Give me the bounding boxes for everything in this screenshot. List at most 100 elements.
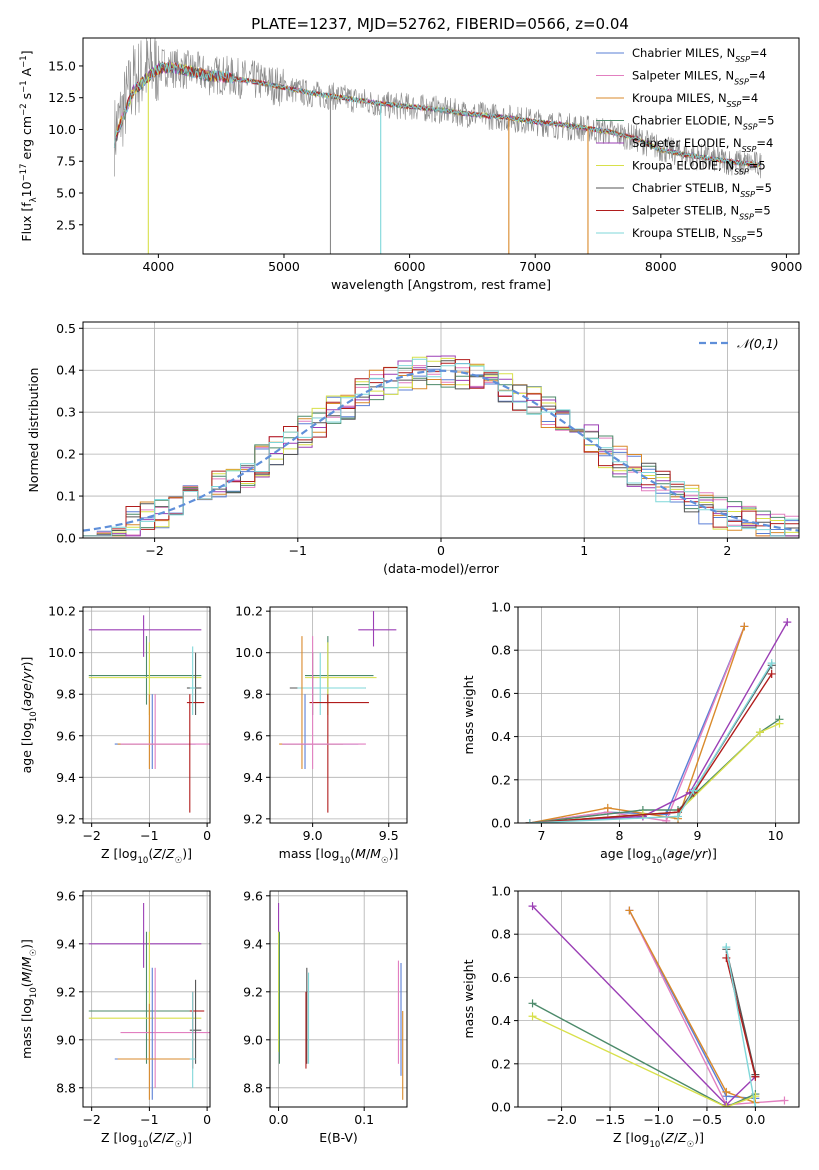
y-tick-label: 9.2 (243, 984, 263, 999)
weight-series (722, 943, 760, 1107)
age-vs-Z-xlabel: Z [log10(Z/Z☉)] (101, 846, 192, 866)
errorbar-point (117, 1003, 190, 1100)
weight-marker (662, 816, 671, 823)
errorbar-point (117, 694, 190, 769)
legend-label: Salpeter STELIB, NSSP=5 (632, 204, 771, 222)
residuals-xlabel: (data-model)/error (383, 561, 500, 576)
weight-line (725, 947, 757, 1107)
y-tick-label: 0.8 (491, 643, 511, 658)
legend-label: Kroupa ELODIE, NSSP=5 (632, 159, 766, 177)
x-tick-label: 1 (580, 543, 588, 558)
massweight-vs-Z-axes: −2.0 −1.5 −1.0 −0.5 0.0 0.0 0.2 0.4 0.6 0.8 1.0 Z [… (461, 884, 800, 1150)
y-tick-label: 8.8 (56, 1080, 76, 1095)
spectrum-model-line (113, 62, 762, 168)
weight-line (532, 1002, 756, 1107)
y-tick-label: 8.8 (243, 1080, 263, 1095)
y-tick-label: 0.0 (491, 816, 511, 831)
massweight-vs-age-axes: 7 8 9 10 0.0 0.2 0.4 0.6 0.8 1.0 age [log10(age/yr… (461, 600, 800, 866)
weight-series (528, 1012, 760, 1107)
spectrum-data-line (114, 38, 762, 179)
spectrum-axes: 4000 5000 6000 7000 8000 9000 2.5 5.0 7.5 10.0 12.… (19, 37, 803, 292)
residuals-frame: −2 −1 0 1 2 0.0 0.1 0.2 0.3 0.4 0.5 (data-model)/er… (26, 321, 800, 576)
legend-label: Chabrier MILES, NSSP=4 (632, 46, 767, 64)
legend-entry: Chabrier STELIB, NSSP=5 (596, 181, 772, 199)
y-tick-label: 0.4 (56, 363, 76, 378)
x-tick-label: 9.5 (379, 828, 399, 843)
x-tick-label: 7000 (519, 259, 551, 274)
y-tick-label: 10.2 (48, 604, 76, 619)
weight-marker (625, 906, 634, 915)
weight-marker (767, 659, 776, 668)
mass-vs-EBV-frame: 0.0 0.1 8.8 9.0 9.2 9.4 9.6 E(B-V) (243, 888, 408, 1145)
x-tick-label: 0.0 (745, 1112, 765, 1127)
massweight-vs-age-frame: 7 8 9 10 0.0 0.2 0.4 0.6 0.8 1.0 age [log10(age/yr… (461, 600, 800, 866)
age-vs-mass-frame: 9.0 9.5 9.2 9.4 9.6 9.8 10.0 10.2 mass [log10(M/… (235, 604, 408, 866)
y-tick-label: 0.0 (56, 531, 76, 546)
y-tick-label: 0.2 (56, 447, 76, 462)
y-tick-label: 1.0 (491, 884, 511, 899)
x-tick-label: 0 (437, 543, 445, 558)
age-vs-mass-axes: 9.0 9.5 9.2 9.4 9.6 9.8 10.0 10.2 mass [log10(M/… (235, 604, 408, 866)
y-tick-label: 9.4 (56, 770, 76, 785)
errorbar-point (88, 636, 202, 705)
y-tick-label: 15.0 (48, 58, 76, 73)
weight-series (525, 622, 749, 823)
errorbar-point (189, 646, 196, 715)
weight-line (529, 673, 773, 823)
y-tick-label: 9.8 (56, 687, 76, 702)
x-tick-label: 5000 (268, 259, 300, 274)
y-tick-label: 0.6 (491, 686, 511, 701)
errorbar-point (120, 967, 210, 1088)
weight-series (525, 659, 776, 823)
mass-vs-Z-marks (88, 903, 210, 1100)
figure-title: PLATE=1237, MJD=52762, FIBERID=0566, z=0… (251, 15, 629, 33)
weight-marker (603, 803, 612, 812)
y-tick-label: 9.6 (243, 888, 263, 903)
x-tick-label: 8000 (645, 259, 677, 274)
x-tick-label: 0.0 (269, 1112, 289, 1127)
y-tick-label: 0.2 (491, 1056, 511, 1071)
age-vs-Z-frame: −2 −1 0 9.2 9.4 9.6 9.8 10.0 10.2 Z [log10(Z/Z☉)]… (19, 604, 211, 866)
y-tick-label: 10.0 (235, 645, 263, 660)
weight-series (525, 618, 792, 823)
x-tick-label: 10 (768, 828, 784, 843)
x-tick-label: −2 (145, 543, 163, 558)
x-tick-label: 8 (615, 828, 623, 843)
weight-line (529, 621, 788, 823)
y-tick-label: 9.6 (56, 728, 76, 743)
weight-line (529, 626, 746, 823)
y-tick-label: 0.6 (491, 970, 511, 985)
y-tick-label: 10.2 (235, 604, 263, 619)
axes-frame (517, 606, 800, 824)
y-tick-label: 0.3 (56, 405, 76, 420)
x-tick-label: 9.0 (303, 828, 323, 843)
age-vs-Z-axes: −2 −1 0 9.2 9.4 9.6 9.8 10.0 10.2 Z [log10(Z/Z☉)]… (19, 604, 211, 866)
weight-marker (780, 1096, 789, 1105)
errorbar-point (88, 931, 202, 1064)
age-vs-Z-ylabel: age [log10(age/yr)] (19, 657, 39, 774)
x-tick-label: −1.0 (643, 1112, 673, 1127)
mass-vs-Z-frame: −2 −1 0 8.8 9.0 9.2 9.4 9.6 Z [log10(Z/Z☉)] mass … (19, 888, 211, 1150)
x-tick-label: −1 (140, 828, 158, 843)
legend-label: Chabrier STELIB, NSSP=5 (632, 181, 772, 199)
mass-vs-Z-ylabel: mass [log10(M/M☉)] (19, 939, 39, 1059)
y-tick-label: 0.1 (56, 489, 76, 504)
y-tick-label: 9.4 (243, 936, 263, 951)
weight-line (725, 957, 757, 1077)
massweight-vs-age-ylabel: mass weight (461, 675, 476, 754)
y-tick-label: 10.0 (48, 122, 76, 137)
y-tick-label: 9.6 (56, 888, 76, 903)
y-tick-label: 10.0 (48, 645, 76, 660)
massweight-vs-Z-xlabel: Z [log10(Z/Z☉)] (613, 1130, 704, 1150)
y-tick-label: 9.4 (56, 936, 76, 951)
residuals-marks (83, 355, 799, 537)
weight-line (529, 662, 773, 823)
x-tick-label: 9000 (771, 259, 803, 274)
y-tick-label: 9.6 (243, 728, 263, 743)
axes-frame (269, 890, 408, 1108)
errorbar-point (88, 615, 202, 657)
legend-entry: Kroupa ELODIE, NSSP=5 (596, 159, 766, 177)
residual-histogram (83, 358, 799, 537)
errorbar-point (189, 979, 202, 1064)
